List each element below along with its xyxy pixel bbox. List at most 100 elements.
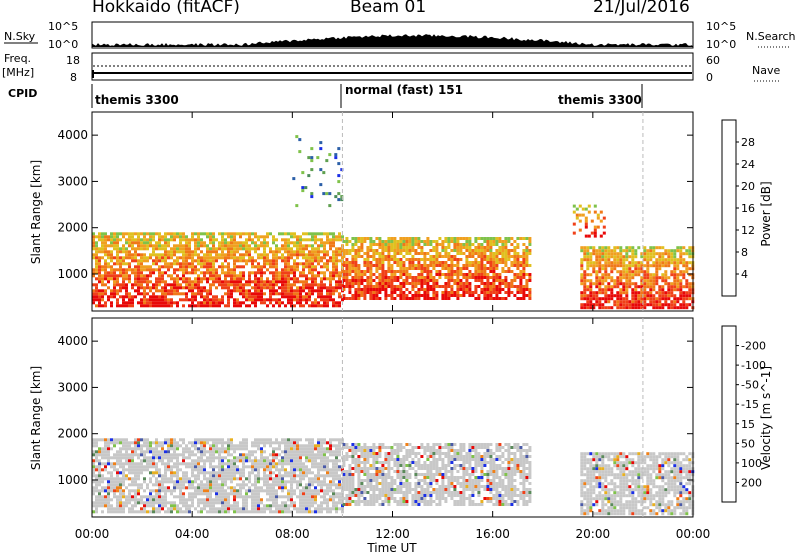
power-echo-cell — [335, 268, 338, 272]
power-echo-cell — [396, 294, 400, 297]
power-echo-cell — [589, 279, 593, 283]
power-echo-cell — [227, 301, 230, 305]
power-echo-cell — [640, 300, 644, 304]
power-echo-cell — [673, 285, 677, 289]
power-echo-cell — [522, 273, 526, 276]
power-echo-cell — [140, 259, 143, 263]
power-echo-cell — [310, 156, 314, 160]
power-echo-cell — [688, 288, 692, 292]
power-echo-cell — [510, 243, 514, 246]
power-echo-cell — [176, 256, 179, 260]
vel-echo-cell — [266, 492, 269, 496]
power-echo-cell — [164, 262, 167, 266]
power-echo-cell — [233, 238, 236, 242]
power-echo-cell — [287, 256, 290, 260]
power-echo-cell — [257, 238, 260, 242]
power-echo-cell — [179, 232, 182, 236]
power-echo-cell — [155, 304, 158, 308]
power-echo-cell — [311, 247, 314, 251]
power-echo-cell — [326, 277, 329, 281]
power-echo-cell — [301, 171, 305, 175]
power-echo-cell — [185, 271, 188, 275]
vel-echo-cell — [161, 447, 164, 451]
power-echo-cell — [363, 258, 367, 261]
vel-echo-cell — [197, 456, 200, 460]
vel-echo-cell — [242, 510, 245, 514]
vel-echo-cell — [107, 477, 110, 481]
power-echo-cell — [140, 232, 143, 236]
power-echo-cell — [92, 295, 95, 299]
power-echo-cell — [206, 277, 209, 281]
vel-echo-cell — [101, 468, 104, 472]
power-echo-cell — [628, 249, 632, 253]
vel-echo-cell — [191, 459, 194, 463]
power-echo-cell — [152, 238, 155, 242]
power-echo-cell — [212, 256, 215, 260]
power-echo-cell — [616, 255, 620, 259]
power-echo-cell — [580, 279, 584, 283]
power-echo-cell — [185, 235, 188, 239]
vel-echo-cell — [110, 489, 113, 493]
vel-echo-cell — [185, 501, 188, 505]
vel-echo-cell — [218, 456, 221, 460]
power-echo-cell — [589, 282, 593, 286]
power-echo-cell — [209, 289, 212, 293]
power-echo-cell — [345, 282, 349, 285]
vel-echo-cell — [305, 453, 308, 457]
power-echo-cell — [224, 304, 227, 308]
power-echo-cell — [483, 252, 487, 255]
power-echo-cell — [197, 286, 200, 290]
power-echo-cell — [411, 288, 415, 291]
power-echo-cell — [308, 256, 311, 260]
vel-echo-cell — [254, 483, 257, 487]
power-echo-cell — [592, 261, 596, 265]
power-echo-cell — [507, 258, 511, 261]
vel-echo-cell — [134, 444, 137, 448]
vel-echo-cell — [194, 477, 197, 481]
power-echo-cell — [263, 265, 266, 269]
power-echo-cell — [682, 273, 686, 277]
vel-echo-cell — [317, 456, 320, 460]
vel-echo-cell — [257, 444, 260, 448]
power-echo-cell — [116, 277, 119, 281]
vel-echo-cell — [317, 444, 320, 448]
power-echo-cell — [302, 274, 305, 278]
vel-echo-cell — [314, 501, 317, 505]
vel-echo-cell — [173, 480, 176, 484]
power-echo-cell — [287, 265, 290, 269]
power-echo-cell — [95, 256, 98, 260]
power-echo-cell — [622, 288, 626, 292]
power-echo-cell — [320, 289, 323, 293]
power-echo-cell — [357, 252, 361, 255]
vel-echo-cell — [128, 462, 131, 466]
vel-echo-cell — [345, 446, 349, 449]
vel-echo-cell — [107, 438, 110, 442]
power-echo-cell — [486, 285, 490, 288]
power-echo-cell — [667, 282, 671, 286]
power-echo-cell — [308, 262, 311, 266]
power-echo-cell — [146, 280, 149, 284]
power-echo-cell — [480, 258, 484, 261]
power-echo-cell — [655, 279, 659, 283]
power-echo-cell — [450, 276, 454, 279]
power-echo-cell — [212, 271, 215, 275]
power-echo-cell — [299, 280, 302, 284]
vel-echo-cell — [140, 507, 143, 511]
vel-echo-cell — [224, 510, 227, 514]
power-echo-cell — [269, 247, 272, 251]
power-echo-cell — [408, 243, 412, 246]
power-echo-cell — [492, 237, 496, 240]
power-echo-cell — [586, 258, 590, 262]
power-echo-cell — [495, 237, 499, 240]
power-echo-cell — [420, 273, 424, 276]
vel-echo-cell — [209, 438, 212, 442]
power-echo-cell — [113, 289, 116, 293]
vel-echo-cell — [185, 480, 188, 484]
vel-echo-cell — [203, 498, 206, 502]
power-echo-cell — [209, 268, 212, 272]
vel-echo-cell — [233, 507, 236, 511]
power-echo-cell — [197, 232, 200, 236]
vel-echo-cell — [224, 441, 227, 445]
power-echo-cell — [266, 256, 269, 260]
